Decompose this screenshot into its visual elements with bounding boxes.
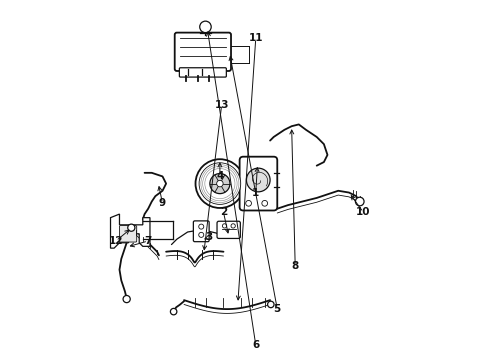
Circle shape <box>196 159 245 208</box>
Text: 10: 10 <box>356 207 370 217</box>
Text: 6: 6 <box>252 340 259 350</box>
Circle shape <box>217 180 223 187</box>
Circle shape <box>128 224 135 231</box>
Text: 4: 4 <box>216 171 223 181</box>
Text: 8: 8 <box>292 261 299 271</box>
FancyBboxPatch shape <box>240 157 277 211</box>
Text: 12: 12 <box>109 236 123 246</box>
FancyBboxPatch shape <box>194 221 209 242</box>
Text: 9: 9 <box>159 198 166 208</box>
FancyBboxPatch shape <box>120 226 137 242</box>
Text: 2: 2 <box>220 207 227 217</box>
Circle shape <box>245 201 251 206</box>
Circle shape <box>355 197 364 206</box>
Circle shape <box>262 201 268 206</box>
FancyBboxPatch shape <box>217 221 240 238</box>
Text: 11: 11 <box>248 33 263 43</box>
Circle shape <box>200 21 211 33</box>
Text: 13: 13 <box>215 100 229 110</box>
Text: 7: 7 <box>145 236 152 246</box>
Text: 3: 3 <box>205 232 213 242</box>
FancyBboxPatch shape <box>175 33 231 71</box>
Circle shape <box>199 163 241 204</box>
Circle shape <box>199 224 204 229</box>
Text: 5: 5 <box>273 304 281 314</box>
Circle shape <box>199 232 204 237</box>
Text: 1: 1 <box>252 188 259 198</box>
FancyBboxPatch shape <box>179 68 226 77</box>
Circle shape <box>123 296 130 303</box>
Circle shape <box>231 224 235 228</box>
Circle shape <box>222 224 227 228</box>
Circle shape <box>210 174 230 194</box>
Circle shape <box>171 309 177 315</box>
Circle shape <box>246 168 270 192</box>
Circle shape <box>268 301 274 308</box>
Polygon shape <box>111 214 150 248</box>
